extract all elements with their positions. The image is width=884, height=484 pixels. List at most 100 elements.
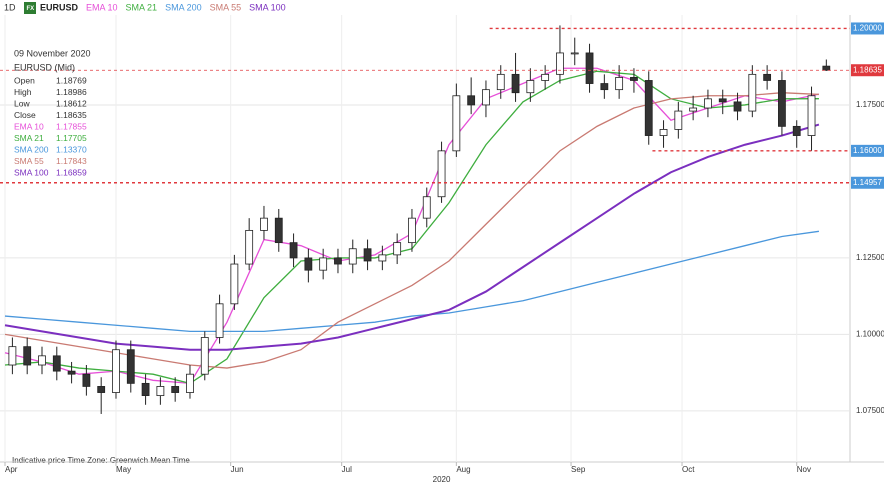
info-label: High [14,87,32,97]
candle-body [748,73,757,112]
y-tick-label: 1.07500 [856,406,884,415]
candle-body [556,52,564,75]
legend-entry: SMA 55 [210,2,242,12]
info-label: SMA 21 [14,133,44,143]
info-label: Close [14,110,36,120]
info-value: 1.18769 [56,75,87,85]
moving-average-line [4,230,820,333]
legend-entry: EMA 10 [86,2,118,12]
candle-body [541,73,550,81]
candle-body [23,346,32,366]
candle-body [260,217,268,231]
year-label: 2020 [433,475,451,484]
candle-body [334,257,342,265]
info-label: EMA 10 [14,121,44,131]
candle-body [511,73,520,94]
candle-body [482,89,490,106]
candle-body [718,98,727,103]
candle-body [408,217,416,244]
candle-body [526,80,535,94]
info-value: 1.13370 [56,144,87,154]
candle-body [422,196,431,219]
info-label: SMA 100 [14,167,49,177]
candle-body [792,125,801,136]
level-label: 1.14957 [853,178,882,187]
level-label: 1.16000 [853,146,882,155]
candle-body [733,101,742,112]
candle-body [141,382,150,397]
info-value: 1.18986 [56,87,87,97]
candle-body [393,242,402,256]
candle-body [289,242,298,259]
info-value: 1.18635 [56,110,87,120]
info-value: 1.18612 [56,98,87,108]
candle-body [200,337,209,375]
info-value: 1.17855 [56,121,87,131]
symbol: EURUSD [40,2,79,12]
info-instrument: EURUSD (Mid) [14,62,75,72]
fx-icon [24,2,36,14]
level-label-box [851,64,884,77]
candle-body [452,95,461,152]
info-value: 1.17843 [56,156,87,166]
moving-average-line [4,123,820,351]
level-label: 1.20000 [853,24,882,33]
level-label-box [851,144,884,157]
y-tick-label: 1.10000 [856,330,884,339]
candle-body [38,355,46,366]
candle-body [763,73,772,81]
legend-entry: SMA 100 [249,2,286,12]
candle-body [630,77,638,81]
candle-body [689,107,698,112]
candle-body [52,355,61,372]
candle-body [585,52,594,84]
footer: Indicative price Time Zone: Greenwich Me… [12,456,190,465]
candle-body [467,95,476,106]
y-tick-label: 1.17500 [856,100,884,109]
candle-body [674,110,683,130]
x-tick-label: May [116,465,131,474]
candle-body [126,349,135,384]
level-label: 1.18635 [853,65,882,74]
candle-body [644,80,653,136]
timeframe: 1D [4,2,16,12]
candle-body [496,73,505,91]
level-label-box [851,176,884,189]
candle-body [348,248,357,265]
info-label: Low [14,98,30,108]
moving-average-line [4,92,819,369]
fx-icon-glyph: FX [27,6,35,12]
candle-body [245,229,254,265]
candle-body [778,80,786,127]
info-label: Open [14,75,35,85]
candle-body [704,98,712,109]
candle-body [186,373,194,393]
candle-body [274,217,283,244]
candle-body [570,52,579,55]
candle-body [363,248,372,262]
x-tick-label: Apr [5,465,18,474]
info-label: SMA 200 [14,144,49,154]
candle-body [97,386,106,393]
candle-body [112,349,120,393]
candle-body [600,83,609,91]
x-tick-label: Oct [682,465,695,474]
level-label-box [851,22,884,35]
info-date: 09 November 2020 [14,48,91,58]
candle-body [615,77,624,91]
y-tick-label: 1.12500 [856,253,884,262]
x-tick-label: Nov [797,465,811,474]
candle-body [82,373,91,387]
candle-body [215,303,224,338]
candle-body [230,263,239,305]
info-label: SMA 55 [14,156,44,166]
candle-body [171,386,180,393]
legend-entry: SMA 200 [165,2,202,12]
candle-body [8,346,17,366]
candle-body [156,386,165,397]
x-tick-label: Sep [571,465,586,474]
info-value: 1.17705 [56,133,87,143]
candle-body [822,65,831,71]
candle-body [807,95,816,136]
